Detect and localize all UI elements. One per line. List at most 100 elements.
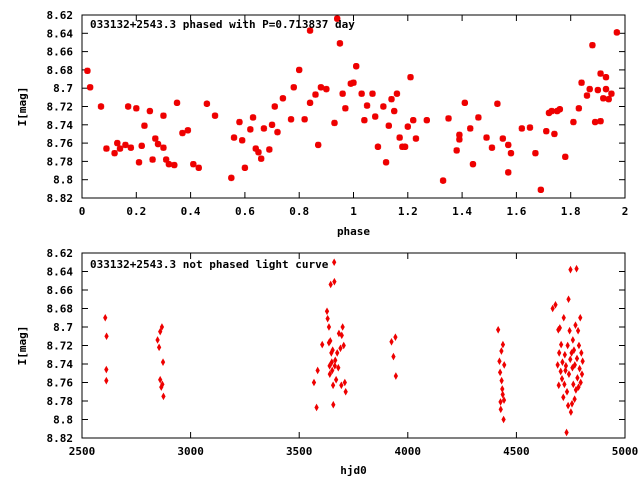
data-point xyxy=(565,341,570,350)
data-point xyxy=(570,118,577,126)
data-point xyxy=(315,141,322,149)
data-point xyxy=(329,358,334,366)
data-point xyxy=(203,100,211,107)
data-point xyxy=(159,323,165,331)
x-tick-label: 0.2 xyxy=(126,205,146,218)
data-point xyxy=(333,375,339,384)
data-point xyxy=(498,398,503,406)
data-point xyxy=(104,332,109,341)
data-point xyxy=(311,378,317,387)
data-point xyxy=(314,403,319,412)
x-tick-label: 2500 xyxy=(69,445,96,458)
x-tick-label: 1 xyxy=(350,205,357,218)
data-point xyxy=(496,325,501,334)
data-point xyxy=(501,415,506,424)
data-point xyxy=(341,341,346,350)
data-point xyxy=(453,147,460,154)
y-tick-label: 8.72 xyxy=(47,101,74,114)
y-tick-label: 8.74 xyxy=(47,119,74,132)
data-point xyxy=(306,27,314,34)
data-point xyxy=(380,103,387,110)
y-tick-label: 8.62 xyxy=(47,247,74,260)
data-point xyxy=(475,114,482,121)
data-point xyxy=(296,66,303,74)
data-point xyxy=(526,124,534,131)
data-point xyxy=(502,361,507,369)
y-tick-label: 8.68 xyxy=(47,303,74,316)
data-point xyxy=(301,116,308,123)
data-point xyxy=(580,357,585,366)
data-point xyxy=(339,331,344,340)
data-point xyxy=(158,327,163,336)
data-point xyxy=(575,326,581,335)
data-point xyxy=(152,135,159,142)
phased-plot-title: 033132+2543.3 phased with P=0.713837 day xyxy=(90,18,355,31)
data-point xyxy=(602,85,610,93)
data-point xyxy=(578,79,585,86)
data-point xyxy=(162,156,170,163)
data-point xyxy=(578,378,583,387)
x-tick-label: 2 xyxy=(622,205,629,218)
data-point xyxy=(327,362,332,370)
data-point xyxy=(583,92,591,99)
data-point xyxy=(499,135,507,142)
x-tick-label: 0.6 xyxy=(235,205,255,218)
data-point xyxy=(423,117,431,124)
data-point xyxy=(358,90,365,97)
data-point xyxy=(497,368,503,377)
data-point xyxy=(332,258,337,267)
data-point xyxy=(160,144,167,151)
data-point xyxy=(330,346,335,354)
data-point xyxy=(324,307,330,316)
data-point xyxy=(328,337,333,345)
data-point xyxy=(505,169,512,176)
data-point xyxy=(385,122,392,129)
data-point xyxy=(382,159,390,166)
data-point xyxy=(597,117,604,125)
data-point xyxy=(230,134,238,141)
y-tick-label: 8.7 xyxy=(53,321,73,334)
data-point xyxy=(154,140,162,148)
data-point xyxy=(266,146,273,153)
data-point xyxy=(156,343,162,352)
data-point xyxy=(407,74,414,81)
data-point xyxy=(560,358,565,366)
data-point xyxy=(391,107,398,115)
y-tick-label: 8.82 xyxy=(47,432,74,445)
data-point xyxy=(312,91,319,98)
data-point xyxy=(393,333,398,341)
data-point xyxy=(339,90,346,97)
data-point xyxy=(570,336,576,344)
data-point xyxy=(572,395,577,403)
data-point xyxy=(330,366,335,375)
data-point xyxy=(325,314,330,323)
data-point xyxy=(211,112,219,119)
data-point xyxy=(573,386,579,394)
data-point xyxy=(498,405,503,414)
phased-plot-points xyxy=(84,15,621,193)
data-point xyxy=(141,122,148,129)
data-point xyxy=(372,113,379,120)
y-tick-label: 8.78 xyxy=(47,155,74,168)
data-point xyxy=(556,381,561,390)
data-point xyxy=(274,128,281,136)
data-point xyxy=(570,363,575,372)
data-point xyxy=(161,392,166,401)
x-tick-label: 1.6 xyxy=(506,205,526,218)
data-point xyxy=(236,118,243,126)
data-point xyxy=(410,117,417,124)
data-point xyxy=(323,85,330,93)
y-tick-label: 8.62 xyxy=(47,9,74,22)
data-point xyxy=(133,105,140,112)
x-tick-label: 4000 xyxy=(395,445,422,458)
data-point xyxy=(116,145,124,152)
data-point xyxy=(271,103,278,110)
data-point xyxy=(350,79,357,86)
data-point xyxy=(564,428,569,437)
y-tick-label: 8.8 xyxy=(53,174,73,187)
data-point xyxy=(138,142,145,150)
data-point xyxy=(279,95,287,102)
data-point xyxy=(190,160,197,168)
data-point xyxy=(159,383,164,391)
